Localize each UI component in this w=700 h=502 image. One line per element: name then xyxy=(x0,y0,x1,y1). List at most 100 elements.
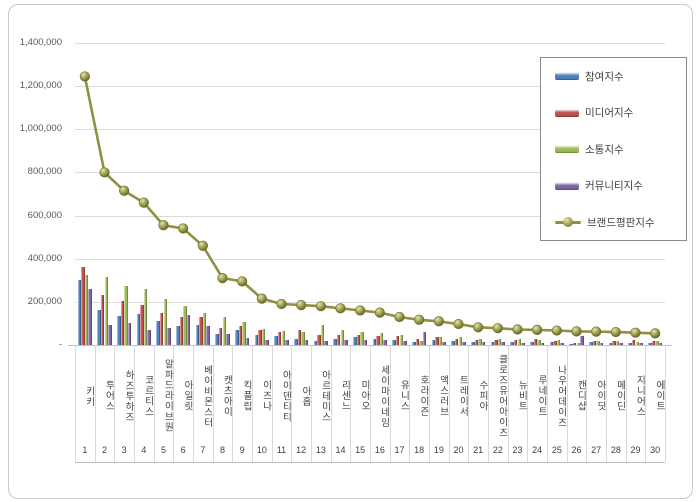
community-index-bar xyxy=(167,327,171,345)
category-separator xyxy=(468,345,470,462)
participation-index-bar xyxy=(333,338,337,345)
y-axis-tick-label: - xyxy=(58,339,62,350)
category-separator xyxy=(212,345,214,462)
media-index-bar xyxy=(297,330,302,345)
community-index-bar xyxy=(127,322,132,345)
participation-index-bar xyxy=(195,325,200,345)
media-index-bar xyxy=(651,341,656,345)
category-rank: 18 xyxy=(414,445,425,455)
community-index-bar xyxy=(265,339,270,345)
category-label: 유니스 xyxy=(398,380,410,412)
category-separator xyxy=(173,345,175,462)
participation-index-bar xyxy=(608,342,613,345)
category-rank: 30 xyxy=(650,445,661,455)
community-index-bar xyxy=(639,343,643,345)
category-separator xyxy=(193,345,194,462)
category-separator xyxy=(252,345,253,462)
category-label: 수피아 xyxy=(476,380,488,412)
category-separator xyxy=(547,345,548,462)
category-separator xyxy=(350,345,352,462)
communication-index-bar xyxy=(556,339,561,345)
category-label: 루네이트 xyxy=(535,375,547,417)
category-rank: 29 xyxy=(630,445,641,455)
legend-item-media-index: 미디어지수 xyxy=(555,106,633,120)
category-rank: 14 xyxy=(335,445,346,455)
communication-index-bar xyxy=(537,340,541,345)
community-index-bar xyxy=(658,343,663,345)
media-index-bar xyxy=(513,340,518,345)
media-index-bar xyxy=(258,329,262,345)
participation-index-bar xyxy=(529,342,534,345)
community-index-bar xyxy=(540,342,545,345)
category-separator xyxy=(665,345,666,462)
media-index-bar xyxy=(317,335,321,345)
media-index-bar xyxy=(474,339,479,345)
media-index-bar xyxy=(395,336,400,345)
category-rank: 10 xyxy=(256,445,267,455)
legend-label: 참여지수 xyxy=(585,70,624,83)
category-label: 코르티스 xyxy=(142,375,154,417)
category-rank: 22 xyxy=(492,445,503,455)
legend-label: 미디어지수 xyxy=(585,107,634,120)
gridline xyxy=(75,43,665,44)
communication-index-bar xyxy=(379,333,384,345)
category-separator xyxy=(625,345,627,462)
category-rank: 24 xyxy=(532,445,543,455)
communication-index-bar xyxy=(281,330,286,345)
community-index-bar xyxy=(88,288,93,345)
legend-item-participation-index: 참여지수 xyxy=(555,69,624,83)
category-separator xyxy=(134,345,135,462)
participation-index-bar xyxy=(510,342,514,345)
community-index-bar xyxy=(363,340,368,345)
category-label: 알파드라이브원 xyxy=(162,359,174,433)
community-index-bar xyxy=(403,340,407,345)
communication-index-bar xyxy=(517,339,522,345)
media-index-bar xyxy=(494,339,498,345)
category-label: 아홉 xyxy=(299,385,311,407)
community-index-bar xyxy=(147,329,152,345)
y-axis-tick-label: 800,000 xyxy=(27,166,62,178)
community-index-bar xyxy=(501,342,506,345)
y-axis-tick-label: 200,000 xyxy=(27,295,62,307)
category-label: 나우어데이즈 xyxy=(555,364,567,428)
category-separator xyxy=(507,345,509,462)
participation-index-bar xyxy=(234,329,239,345)
participation-index-bar xyxy=(313,340,318,345)
media-index-bar xyxy=(435,336,439,345)
participation-index-bar xyxy=(77,280,82,345)
category-separator xyxy=(645,345,647,462)
communication-index-bar xyxy=(478,338,482,345)
participation-index-bar xyxy=(549,342,554,345)
category-label: 아이덴티티 xyxy=(280,369,292,423)
category-label: 캔디샵 xyxy=(575,380,587,412)
community-index-bar xyxy=(245,338,250,345)
media-index-bar xyxy=(631,339,636,345)
category-label: 킥플립 xyxy=(240,380,252,412)
category-rank: 20 xyxy=(453,445,464,455)
y-axis-tick-label: 600,000 xyxy=(27,209,62,221)
category-separator xyxy=(75,345,76,462)
category-rank: 28 xyxy=(610,445,621,455)
media-index-bar xyxy=(454,338,459,345)
participation-index-bar xyxy=(372,338,377,345)
community-index-bar xyxy=(442,341,447,345)
media-index-bar xyxy=(376,335,380,345)
category-label: 세이마이네임 xyxy=(378,364,390,428)
community-index-bar xyxy=(383,340,388,345)
category-separator xyxy=(153,345,155,462)
media-index-bar xyxy=(81,267,85,345)
community-index-bar xyxy=(304,339,309,345)
communication-index-bar xyxy=(615,340,620,345)
participation-index-bar xyxy=(451,341,455,345)
category-bottom-line xyxy=(75,462,665,463)
category-rank: 9 xyxy=(239,445,245,455)
communication-index-bar xyxy=(438,337,443,345)
participation-index-bar xyxy=(470,341,475,345)
participation-index-bar xyxy=(569,343,573,345)
category-label: 하즈투하즈 xyxy=(122,369,134,423)
category-rank: 23 xyxy=(512,445,523,455)
legend-bar-swatch xyxy=(555,72,579,80)
media-index-bar xyxy=(533,339,538,345)
community-index-bar xyxy=(206,325,211,345)
communication-index-bar xyxy=(419,341,423,345)
